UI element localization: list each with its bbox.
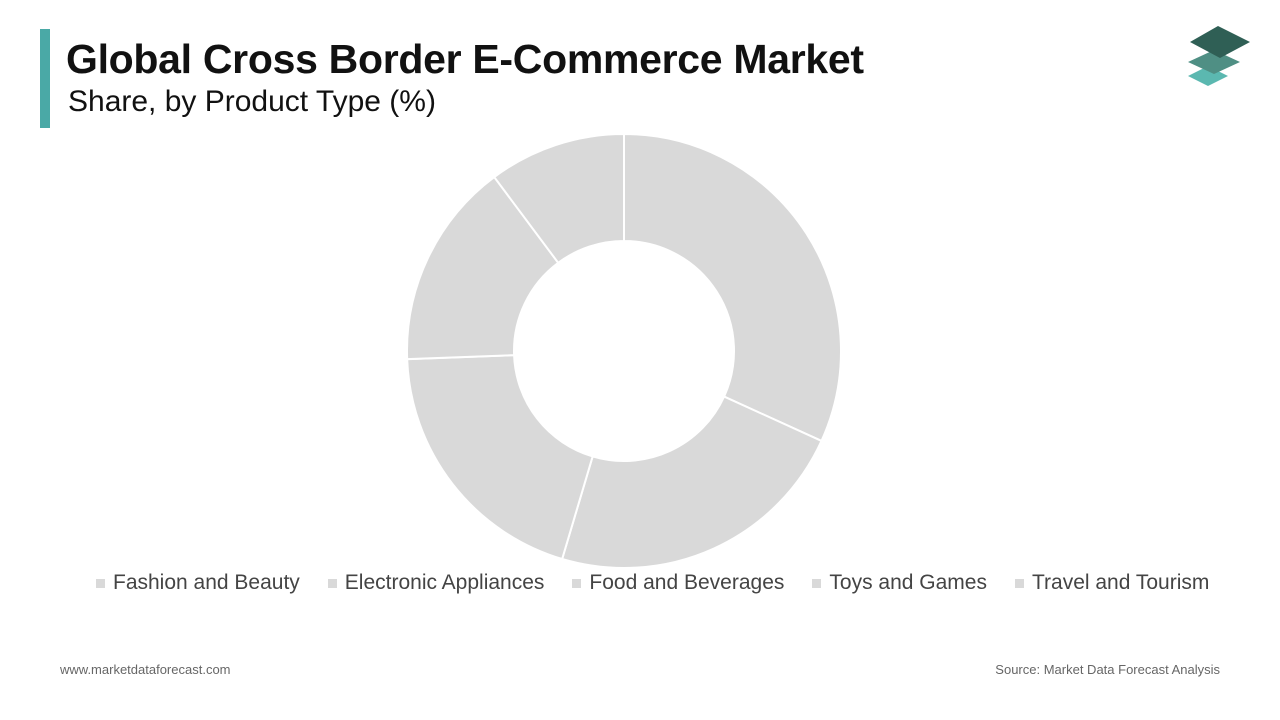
chart-title: Global Cross Border E-Commerce Market: [66, 36, 864, 82]
legend-swatch: [812, 578, 822, 588]
donut-slice-fashion-and-beauty: [623, 132, 842, 443]
chart-legend: Fashion and Beauty Electronic Appliances F…: [96, 570, 1209, 596]
legend-label: Electronic Appliances: [344, 571, 545, 594]
stacked-layers-icon: [1188, 26, 1250, 86]
legend-label: Travel and Tourism: [1031, 571, 1210, 594]
legend-swatch: [327, 578, 337, 588]
legend-item-fashion-and-beauty: Fashion and Beauty: [96, 571, 300, 595]
legend-item-electronic-appliances: Electronic Appliances: [327, 571, 545, 595]
legend-item-food-and-beverages: Food and Beverages: [572, 571, 784, 595]
legend-swatch: [96, 578, 105, 588]
legend-swatch: [572, 578, 582, 588]
logo-layer-middle: [1188, 50, 1240, 74]
legend-item-toys-and-games: Toys and Games: [812, 571, 987, 595]
logo-layer-top: [1190, 26, 1250, 58]
donut-slice-food-and-beverages: [406, 354, 594, 561]
title-accent-bar: [40, 29, 50, 128]
legend-label: Food and Beverages: [589, 571, 785, 594]
source-note: Source: Market Data Forecast Analysis: [995, 662, 1220, 677]
legend-label: Fashion and Beauty: [113, 571, 300, 594]
donut-slice-electronic-appliances: [560, 395, 823, 569]
chart-subtitle: Share, by Product Type (%): [68, 85, 436, 118]
website-url: www.marketdataforecast.com: [60, 662, 231, 677]
legend-swatch: [1014, 578, 1024, 588]
legend-label: Toys and Games: [829, 571, 987, 594]
legend-item-travel-and-tourism: Travel and Tourism: [1014, 571, 1210, 595]
donut-slice-toys-and-games: [406, 175, 560, 361]
donut-slice-travel-and-tourism: [492, 132, 625, 265]
